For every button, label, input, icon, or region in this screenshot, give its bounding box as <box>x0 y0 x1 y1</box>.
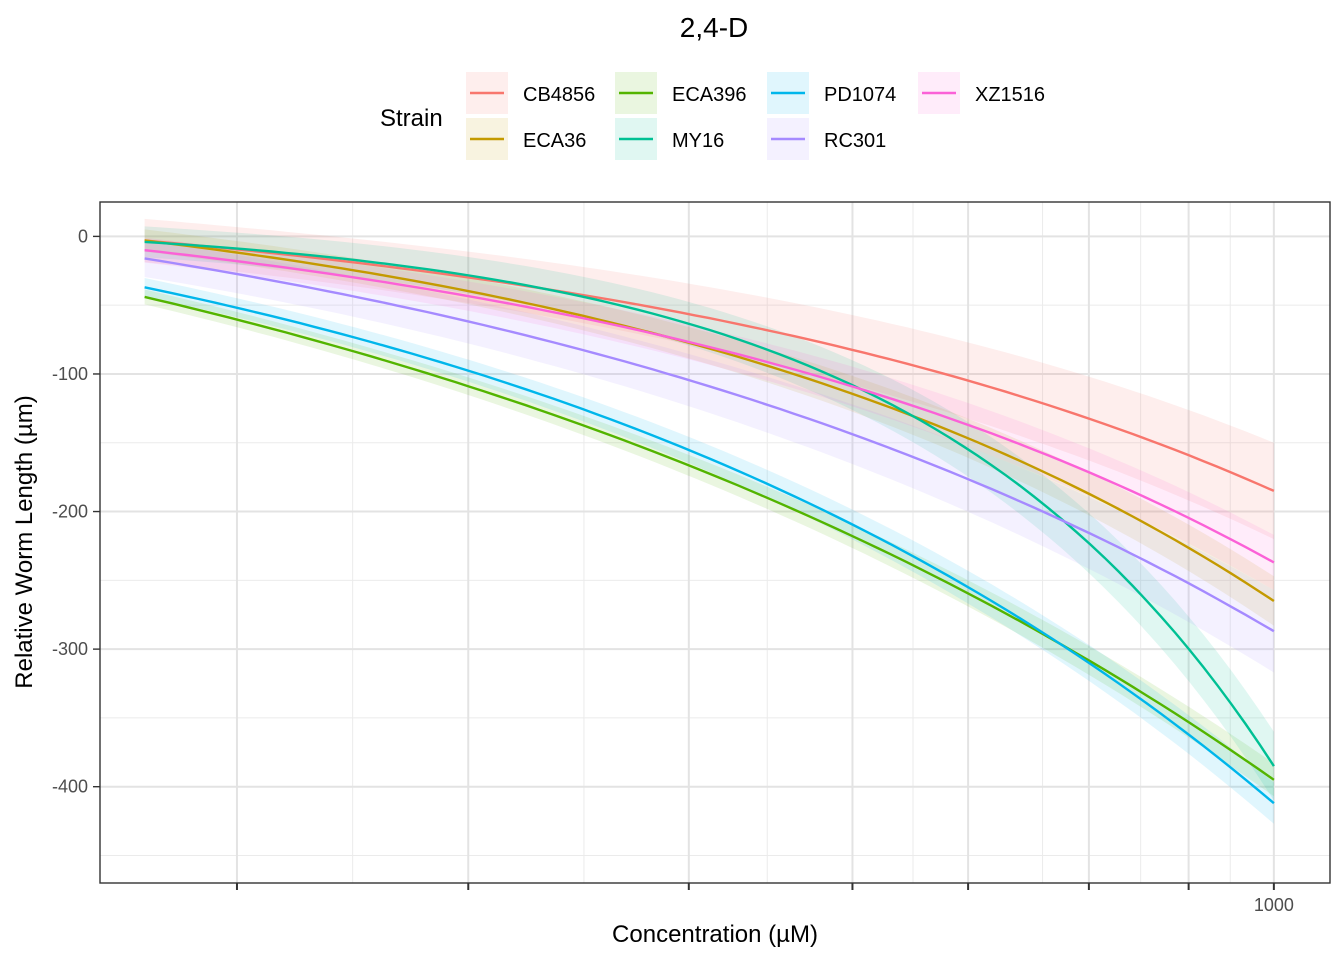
line-cb4856 <box>144 239 1275 492</box>
legend-item-eca36: ECA36 <box>466 118 586 160</box>
x-axis-title: Concentration (µM) <box>612 921 818 948</box>
legend-item-my16: MY16 <box>615 118 724 160</box>
y-tick-label: -200 <box>52 502 88 522</box>
legend-label-rc301: RC301 <box>824 130 886 152</box>
chart-title: 2,4-D <box>680 12 748 43</box>
legend-label-eca36: ECA36 <box>523 130 586 152</box>
panel-border <box>99 201 1331 884</box>
legend-item-cb4856: CB4856 <box>466 72 595 114</box>
legend-label-xz1516: XZ1516 <box>975 84 1045 106</box>
legend-item-eca396: ECA396 <box>615 72 747 114</box>
band-xz1516 <box>144 237 1274 591</box>
y-tick-label: -400 <box>52 777 88 797</box>
legend-item-rc301: RC301 <box>767 118 886 160</box>
legend-label-eca396: ECA396 <box>672 84 747 106</box>
x-axis: 1000 <box>235 883 1294 915</box>
y-axis: 0 -100 -200 -300 -400 <box>52 226 100 797</box>
line-pd1074 <box>144 286 1275 805</box>
series-lines <box>144 239 1275 805</box>
legend-item-pd1074: PD1074 <box>767 72 896 114</box>
plot-area <box>99 201 1331 884</box>
y-tick-label: 0 <box>78 226 88 246</box>
minor-gridlines <box>100 202 1330 883</box>
panel-background <box>100 202 1330 883</box>
line-xz1516 <box>144 249 1275 564</box>
y-tick-label: -100 <box>52 364 88 384</box>
legend-label-my16: MY16 <box>672 130 724 152</box>
line-eca36 <box>144 239 1275 603</box>
y-axis-title: Relative Worm Length (µm) <box>11 395 38 688</box>
band-rc301 <box>144 239 1274 673</box>
y-tick-label: -300 <box>52 639 88 659</box>
legend-label-pd1074: PD1074 <box>824 84 896 106</box>
x-tick-label: 1000 <box>1254 895 1294 915</box>
legend: Strain CB4856 ECA36 ECA396 MY16 PD1074 RC301 X… <box>380 72 1045 160</box>
legend-label-cb4856: CB4856 <box>523 84 595 106</box>
line-rc301 <box>144 257 1275 633</box>
line-my16 <box>144 240 1275 767</box>
legend-item-xz1516: XZ1516 <box>918 72 1045 114</box>
legend-title: Strain <box>380 105 443 132</box>
line-eca396 <box>144 295 1275 781</box>
